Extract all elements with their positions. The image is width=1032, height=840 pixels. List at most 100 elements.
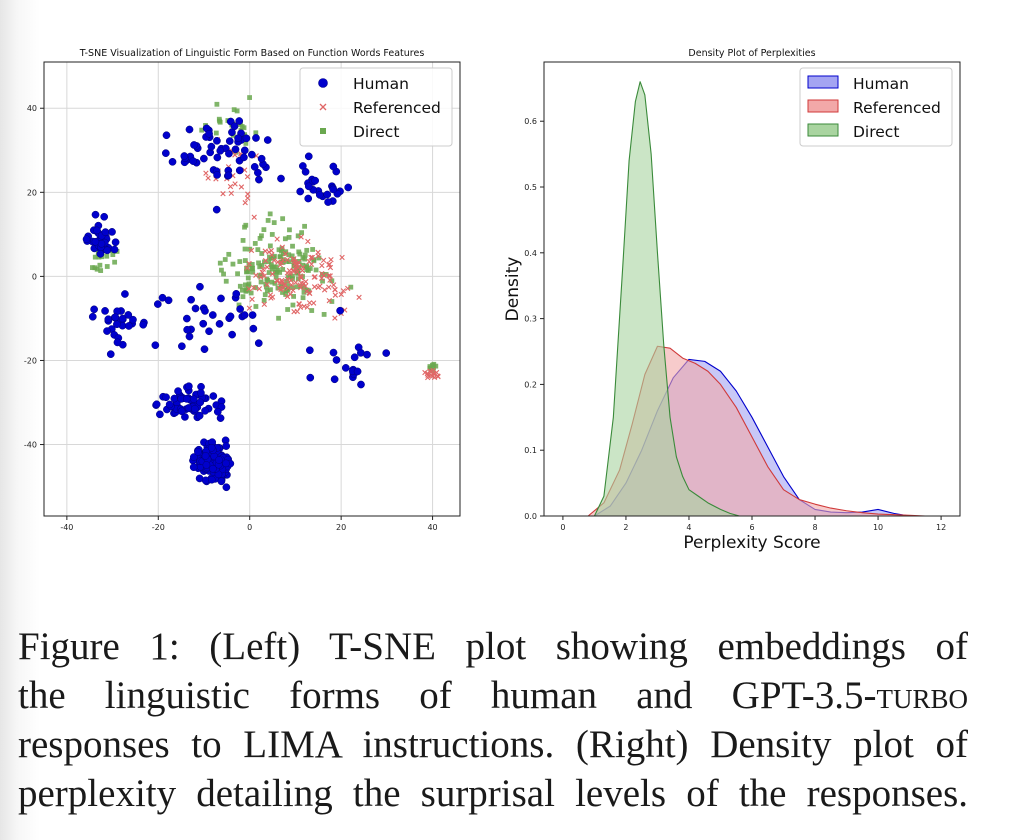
tsne-point-human — [187, 295, 195, 304]
tsne-point-referenced — [284, 293, 291, 300]
tsne-point-direct — [290, 285, 296, 290]
tsne-point-direct — [242, 258, 248, 263]
tsne-point-direct — [255, 247, 261, 253]
tsne-point-direct — [294, 284, 300, 290]
tsne-point-human — [382, 349, 391, 357]
tsne-point-direct — [274, 269, 280, 275]
density-legend: Human Referenced Direct — [799, 67, 953, 147]
tsne-point-direct — [226, 251, 232, 257]
tsne-point-direct — [300, 262, 306, 268]
tsne-point-referenced — [294, 269, 301, 275]
density-areas — [587, 81, 926, 517]
tsne-point-referenced — [261, 301, 268, 307]
tsne-point-direct — [217, 260, 223, 266]
tsne-point-direct — [239, 287, 245, 293]
tsne-point-referenced — [274, 236, 280, 242]
tsne-point-referenced — [320, 257, 327, 264]
tsne-point-human — [208, 311, 217, 319]
tsne-point-referenced — [282, 281, 288, 287]
tsne-point-referenced — [269, 271, 276, 277]
tsne-point-direct — [242, 224, 247, 230]
tsne-point-referenced — [319, 262, 325, 269]
tsne-point-human — [224, 171, 233, 180]
tsne-point-direct — [261, 297, 267, 303]
tsne-point-direct — [242, 282, 248, 288]
tsne-point-direct — [280, 216, 286, 222]
tsne-point-human — [306, 373, 315, 382]
tsne-point-human — [353, 367, 362, 376]
tsne-point-human — [324, 198, 332, 206]
tsne-point-human — [111, 313, 120, 322]
tsne-point-human — [185, 382, 193, 391]
tsne-point-human — [88, 312, 97, 321]
density-y-tick-label: 0.4 — [524, 249, 537, 258]
tsne-point-referenced — [246, 286, 252, 292]
tsne-point-direct — [285, 286, 291, 292]
tsne-point-referenced — [228, 190, 234, 197]
tsne-point-referenced — [262, 257, 269, 264]
tsne-point-referenced — [261, 273, 268, 279]
tsne-point-human — [254, 339, 263, 347]
density-y-tick-label: 0.5 — [524, 183, 537, 192]
density-ticks: 0 2 4 6 8 10 12 0.0 0.1 0.2 0.3 0.4 0.5 0.6 — [524, 117, 946, 532]
density-x-tick-label: 0 — [560, 523, 565, 532]
tsne-point-referenced — [425, 374, 431, 381]
tsne-point-human — [118, 314, 127, 323]
tsne-point-direct — [264, 288, 270, 294]
tsne-point-human — [196, 398, 205, 407]
figure-charts: T-SNE Visualization of Linguistic Form B… — [24, 48, 961, 553]
density-area-direct — [593, 81, 740, 517]
tsne-point-direct — [295, 233, 301, 239]
tsne-point-referenced — [253, 272, 259, 278]
tsne-point-direct — [268, 255, 274, 261]
tsne-point-direct — [267, 243, 273, 249]
tsne-point-human — [332, 356, 341, 364]
tsne-point-human — [323, 190, 332, 199]
tsne-point-human — [230, 122, 239, 131]
tsne-point-referenced — [244, 195, 251, 201]
tsne-point-direct — [90, 265, 95, 270]
tsne-point-direct — [112, 259, 118, 265]
tsne-point-human — [103, 246, 112, 255]
tsne-x-tick-label: -20 — [152, 523, 165, 532]
tsne-point-referenced — [317, 283, 323, 289]
tsne-point-human — [207, 475, 216, 484]
tsne-point-referenced — [260, 266, 266, 272]
tsne-point-referenced — [345, 285, 351, 292]
tsne-point-human — [182, 395, 191, 403]
tsne-point-direct — [221, 271, 226, 277]
tsne-point-referenced — [269, 294, 276, 300]
tsne-point-human — [231, 145, 240, 154]
tsne-point-direct — [269, 279, 275, 285]
tsne-point-direct — [280, 290, 285, 295]
tsne-point-referenced — [284, 276, 291, 282]
tsne-point-human — [255, 175, 263, 184]
tsne-point-human — [191, 304, 200, 313]
density-y-tick-label: 0.2 — [524, 380, 537, 389]
tsne-point-human — [240, 311, 249, 319]
tsne-point-human — [153, 300, 162, 308]
tsne-point-referenced — [232, 181, 238, 187]
tsne-point-human — [151, 341, 160, 350]
tsne-point-human — [257, 154, 266, 163]
tsne-point-direct — [270, 266, 275, 272]
tsne-point-referenced — [203, 170, 209, 176]
tsne-point-referenced — [340, 288, 347, 294]
tsne-point-direct — [256, 260, 261, 266]
tsne-point-human — [183, 325, 191, 334]
tsne-point-human — [304, 152, 313, 161]
tsne-point-human — [164, 296, 173, 305]
tsne-point-human — [341, 364, 350, 372]
tsne-point-direct — [290, 273, 295, 279]
tsne-point-direct — [267, 211, 273, 217]
tsne-point-referenced — [433, 369, 440, 376]
tsne-point-direct — [296, 249, 302, 255]
tsne-point-human — [242, 134, 251, 143]
tsne-chart-title: T-SNE Visualization of Linguistic Form B… — [79, 48, 425, 59]
tsne-point-human — [152, 400, 161, 409]
tsne-y-tick-label: 20 — [27, 188, 37, 197]
tsne-point-human — [189, 157, 197, 165]
tsne-point-referenced — [302, 283, 309, 289]
tsne-point-human — [106, 350, 115, 359]
tsne-point-referenced — [274, 278, 280, 284]
